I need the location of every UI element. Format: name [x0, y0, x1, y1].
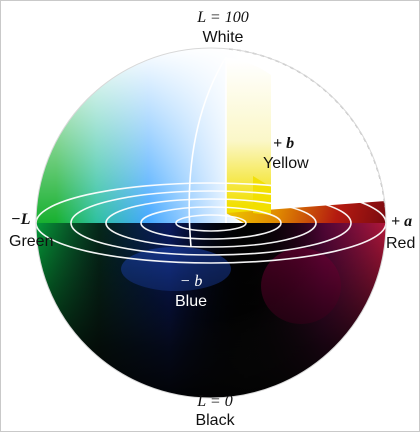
bottom-axis-label: L = 0 [197, 393, 233, 410]
neg-b-name-label: Blue [174, 293, 208, 310]
lightness-axis [188, 56, 227, 248]
left-axis-label: −L [11, 211, 31, 228]
bottom-name-label: Black [195, 412, 235, 429]
left-name-label: Green [9, 233, 54, 250]
lower-hemisphere [36, 223, 386, 398]
sphere-outline [35, 47, 387, 399]
right-axis-label: + a [391, 213, 413, 230]
chroma-rings [35, 182, 387, 264]
top-axis-label: L = 100 [197, 9, 249, 26]
neg-b-axis-label: − b [179, 273, 203, 290]
top-name-label: White [202, 29, 244, 46]
pos-b-name-label: Yellow [263, 155, 309, 172]
right-name-label: Red [386, 235, 416, 252]
pos-b-axis-label: + b [273, 135, 295, 152]
